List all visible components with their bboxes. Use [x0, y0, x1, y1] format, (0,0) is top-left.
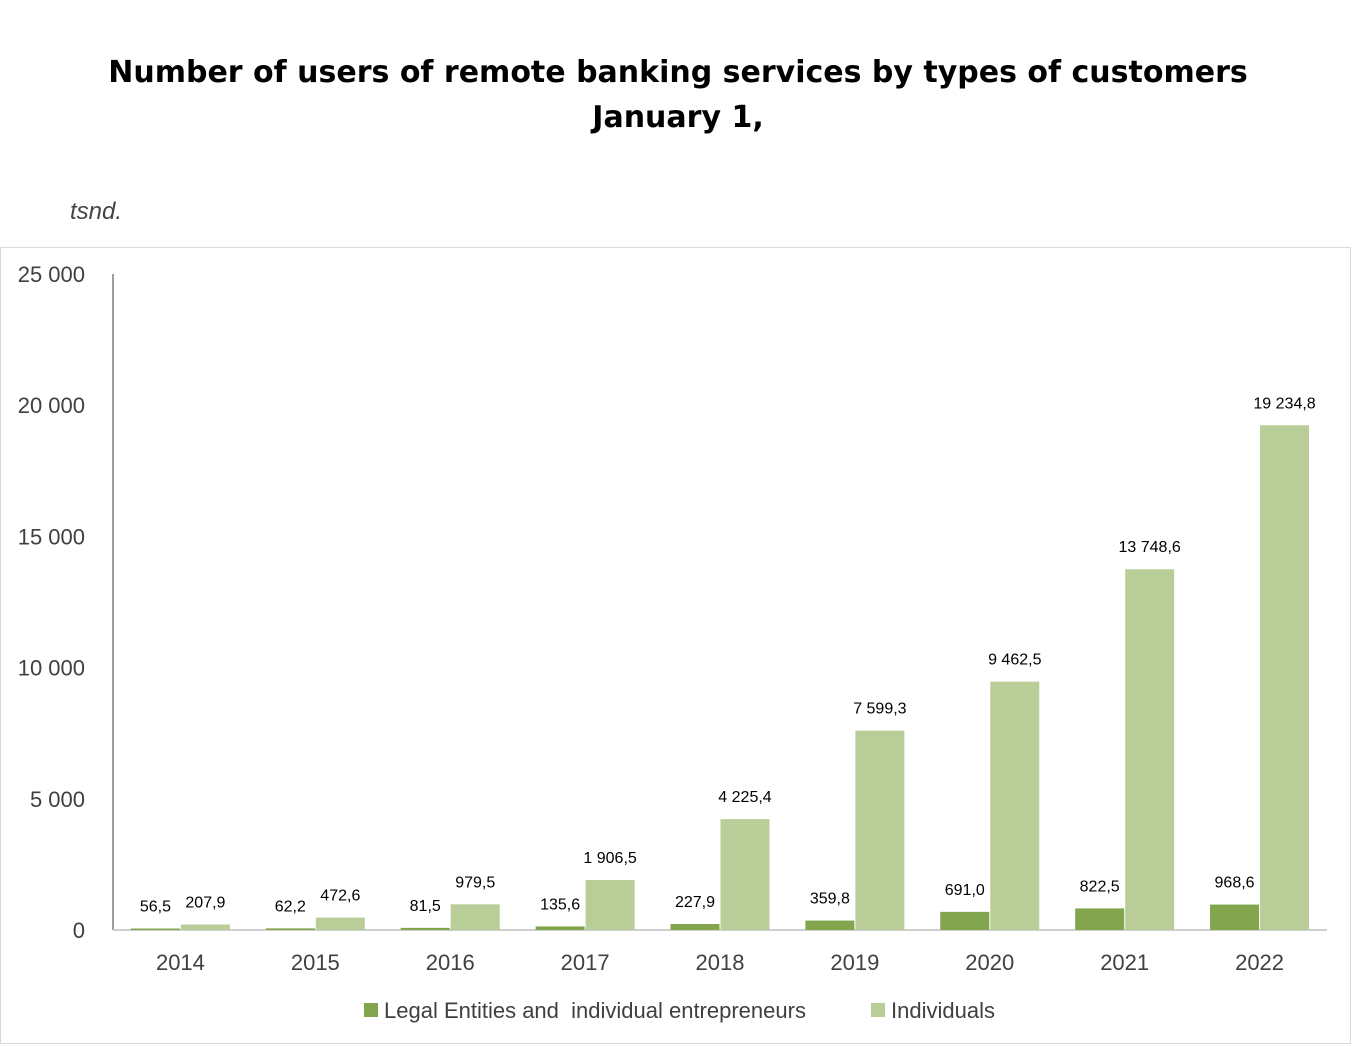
x-tick-label: 2022: [1235, 950, 1284, 975]
bar-legal-entities-2016: [400, 927, 450, 930]
bar-individuals-2014: [180, 924, 230, 930]
x-tick-label: 2021: [1100, 950, 1149, 975]
bar-legal-entities-2014: [130, 928, 180, 930]
legend-label: Legal Entities and individual entreprene…: [384, 998, 806, 1023]
bar-legal-entities-2020: [940, 911, 990, 930]
x-tick-label: 2017: [561, 950, 610, 975]
bar-chart: 0 5 000 10 000 15 000 20 000 25 000 56,5 207,9 2…: [18, 262, 1327, 1023]
chart-title-line-1: Number of users of remote banking servic…: [108, 55, 1248, 90]
bar-legal-entities-2018: [670, 924, 720, 930]
chart-frame: 0 5 000 10 000 15 000 20 000 25 000 56,5 207,9 2…: [0, 247, 1351, 1044]
data-label: 207,9: [185, 895, 225, 912]
bar-individuals-2021: [1125, 569, 1175, 930]
x-tick-label: 2014: [156, 950, 205, 975]
bar-individuals-2018: [720, 819, 770, 930]
data-label: 227,9: [675, 894, 715, 911]
legend-label: Individuals: [891, 998, 995, 1023]
data-label: 135,6: [540, 896, 580, 913]
x-tick-label: 2020: [965, 950, 1014, 975]
y-tick-label: 15 000: [18, 524, 85, 549]
y-tick-label: 10 000: [18, 656, 85, 681]
y-tick-label: 25 000: [18, 262, 85, 287]
bar-individuals-2015: [315, 917, 365, 930]
data-label: 822,5: [1080, 878, 1120, 895]
bar-legal-entities-2019: [805, 920, 855, 930]
data-label: 359,8: [810, 891, 850, 908]
chart-title: Number of users of remote banking servic…: [0, 50, 1356, 140]
bar-individuals-2022: [1260, 425, 1310, 930]
data-label: 62,2: [275, 898, 306, 915]
data-label: 7 599,3: [853, 701, 906, 718]
bar-legal-entities-2015: [265, 928, 315, 930]
data-label: 968,6: [1215, 875, 1255, 892]
x-tick-label: 2018: [696, 950, 745, 975]
x-tick-label: 2016: [426, 950, 475, 975]
x-tick-label: 2015: [291, 950, 340, 975]
data-label: 691,0: [945, 882, 985, 899]
data-label: 4 225,4: [718, 789, 771, 806]
data-label: 979,5: [455, 874, 495, 891]
bar-individuals-2016: [450, 904, 500, 930]
bar-legal-entities-2022: [1210, 904, 1260, 930]
data-label: 81,5: [410, 898, 441, 915]
data-label: 13 748,6: [1119, 539, 1181, 556]
unit-label: tsnd.: [70, 198, 123, 225]
data-label: 472,6: [320, 888, 360, 905]
data-label: 56,5: [140, 899, 171, 916]
legend-swatch-individuals: [871, 1003, 885, 1017]
bar-individuals-2017: [585, 879, 635, 930]
data-label: 9 462,5: [988, 652, 1041, 669]
chart-title-line-2: January 1,: [592, 100, 764, 135]
data-label: 1 906,5: [583, 850, 636, 867]
bar-legal-entities-2021: [1075, 908, 1125, 930]
bar-individuals-2020: [990, 681, 1040, 930]
legend-swatch-legal-entities: [364, 1003, 378, 1017]
y-tick-label: 20 000: [18, 393, 85, 418]
bar-legal-entities-2017: [535, 926, 585, 930]
bar-individuals-2019: [855, 730, 905, 930]
y-tick-label: 5 000: [30, 787, 85, 812]
y-tick-label: 0: [73, 918, 85, 943]
data-label: 19 234,8: [1253, 395, 1315, 412]
x-tick-label: 2019: [830, 950, 879, 975]
